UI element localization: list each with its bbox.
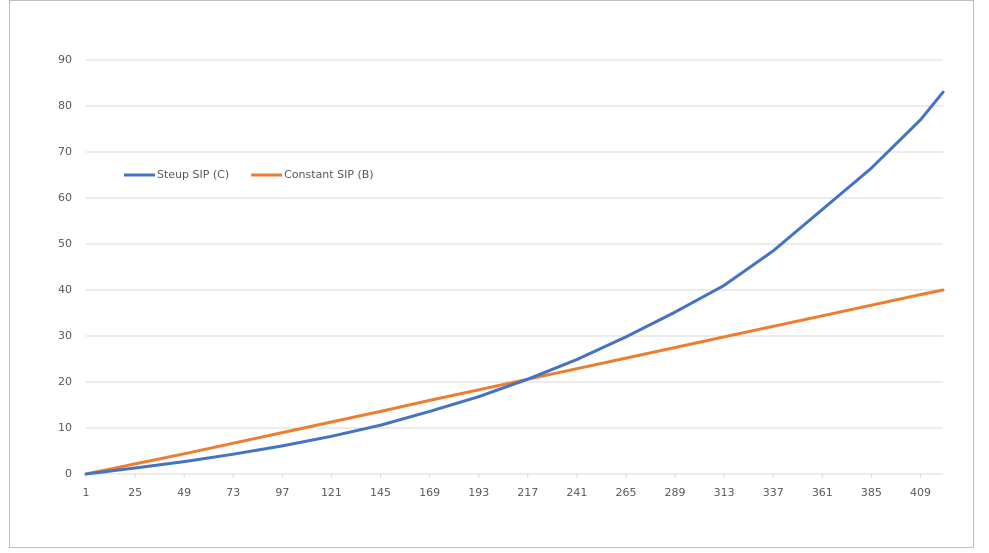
x-tick-label: 193 [468,486,489,499]
y-tick-label: 60 [58,191,72,204]
legend-label: Constant SIP (B) [284,168,373,181]
x-tick-label: 1 [83,486,90,499]
y-tick-label: 70 [58,145,72,158]
x-tick-label: 409 [910,486,931,499]
x-tick-label: 337 [763,486,784,499]
y-tick-label: 50 [58,237,72,250]
x-tick-label: 25 [128,486,142,499]
x-tick-label: 265 [615,486,636,499]
y-tick-label: 30 [58,329,72,342]
x-tick-label: 361 [812,486,833,499]
y-tick-label: 20 [58,375,72,388]
y-tick-label: 90 [58,53,72,66]
x-tick-label: 121 [321,486,342,499]
y-tick-label: 10 [58,421,72,434]
y-tick-label: 0 [65,467,72,480]
x-tick-label: 145 [370,486,391,499]
x-tick-label: 73 [226,486,240,499]
x-tick-label: 313 [714,486,735,499]
y-tick-label: 40 [58,283,72,296]
x-tick-label: 97 [275,486,289,499]
x-tick-label: 241 [566,486,587,499]
x-tick-label: 49 [177,486,191,499]
y-tick-label: 80 [58,99,72,112]
x-tick-label: 385 [861,486,882,499]
legend-label: Steup SIP (C) [157,168,229,181]
x-tick-label: 169 [419,486,440,499]
x-tick-label: 289 [665,486,686,499]
x-tick-label: 217 [517,486,538,499]
series-line [84,90,945,476]
